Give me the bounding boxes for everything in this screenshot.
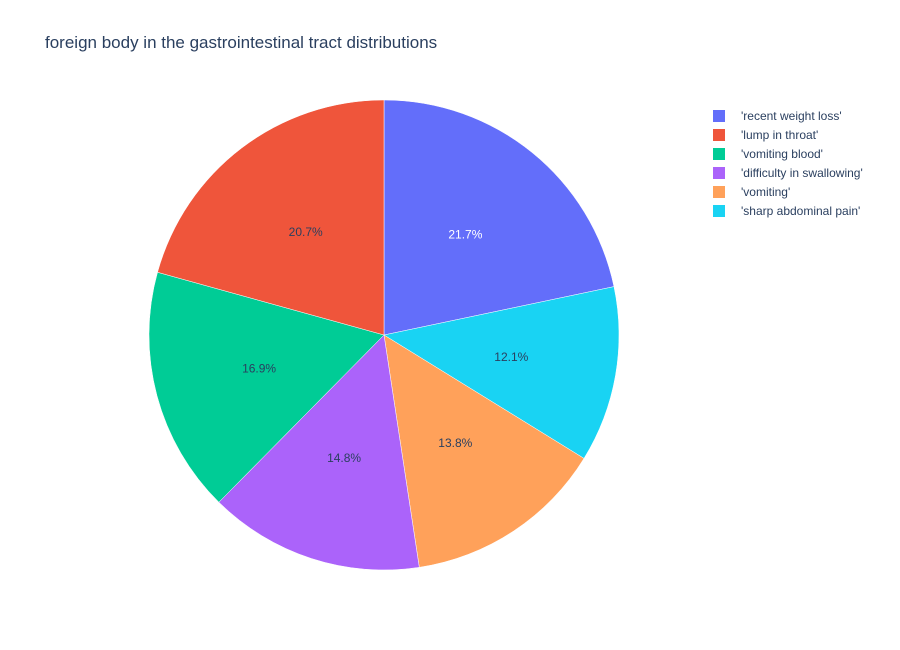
pie-slice-recent-weight-loss[interactable] bbox=[383, 99, 615, 336]
legend-item-difficulty-in-swallowing[interactable]: 'difficulty in swallowing' bbox=[713, 163, 863, 182]
legend: 'recent weight loss' 'lump in throat' 'vom… bbox=[713, 106, 863, 220]
pie-slice-sharp-abdominal-pain[interactable] bbox=[383, 286, 620, 459]
pie-slice-vomiting[interactable] bbox=[383, 334, 585, 568]
legend-label: 'difficulty in swallowing' bbox=[741, 165, 863, 180]
slice-label-vomiting: 13.8% bbox=[438, 436, 472, 450]
slice-label-vomiting-blood: 16.9% bbox=[242, 361, 276, 375]
legend-label: 'recent weight loss' bbox=[741, 108, 842, 123]
slice-label-recent-weight-loss: 21.7% bbox=[448, 228, 482, 242]
pie-slice-vomiting-blood[interactable] bbox=[148, 271, 385, 503]
legend-swatch bbox=[713, 204, 725, 217]
legend-label: 'sharp abdominal pain' bbox=[741, 203, 861, 218]
legend-swatch bbox=[713, 166, 725, 179]
pie-slices bbox=[148, 99, 620, 571]
legend-swatch bbox=[713, 128, 725, 141]
legend-item-vomiting-blood[interactable]: 'vomiting blood' bbox=[713, 144, 863, 163]
pie-labels: 21.7% 12.1% 13.8% 14.8% 16.9% 20.7% bbox=[242, 225, 529, 465]
chart-title: foreign body in the gastrointestinal tra… bbox=[45, 33, 438, 52]
legend-item-sharp-abdominal-pain[interactable]: 'sharp abdominal pain' bbox=[713, 201, 863, 220]
legend-label: 'vomiting' bbox=[741, 184, 791, 199]
legend-swatch bbox=[713, 147, 725, 160]
slice-label-sharp-abdominal-pain: 12.1% bbox=[494, 350, 528, 364]
legend-label: 'vomiting blood' bbox=[741, 146, 823, 161]
slice-label-lump-in-throat: 20.7% bbox=[289, 225, 323, 239]
pie-slice-lump-in-throat[interactable] bbox=[157, 99, 385, 336]
legend-swatch bbox=[713, 109, 725, 122]
legend-swatch bbox=[713, 185, 725, 198]
slice-label-difficulty-in-swallowing: 14.8% bbox=[327, 451, 361, 465]
legend-item-recent-weight-loss[interactable]: 'recent weight loss' bbox=[713, 106, 863, 125]
legend-item-vomiting[interactable]: 'vomiting' bbox=[713, 182, 863, 201]
pie-slice-difficulty-in-swallowing[interactable] bbox=[218, 334, 420, 571]
legend-item-lump-in-throat[interactable]: 'lump in throat' bbox=[713, 125, 863, 144]
legend-label: 'lump in throat' bbox=[741, 127, 819, 142]
